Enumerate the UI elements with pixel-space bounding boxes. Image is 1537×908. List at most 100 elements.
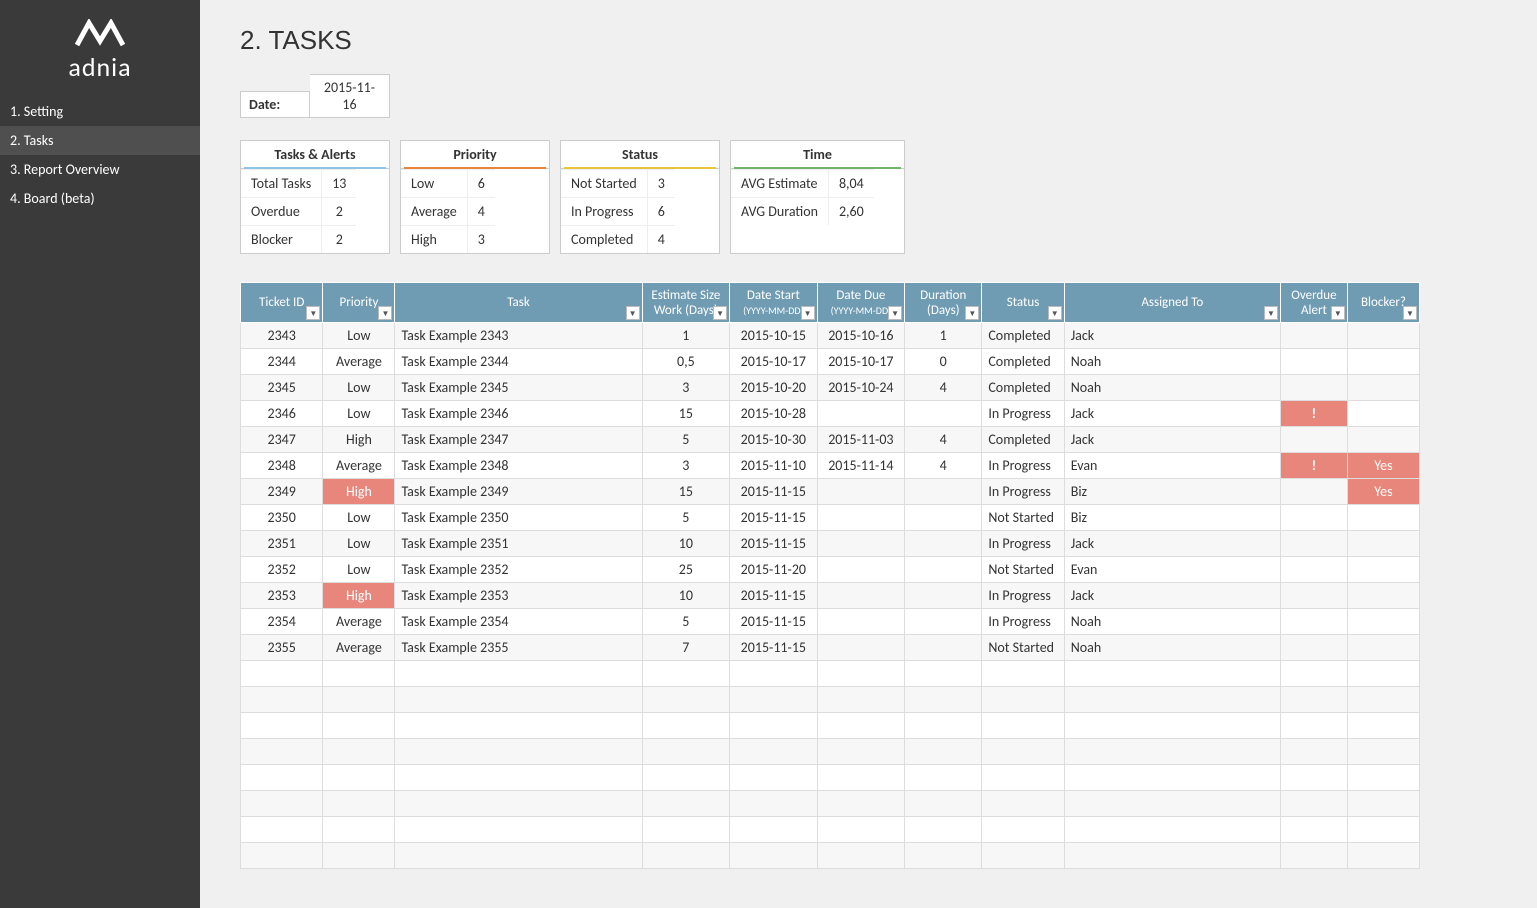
cell-blocker[interactable] (1347, 375, 1419, 401)
cell-empty[interactable] (323, 791, 395, 817)
filter-icon[interactable]: ▼ (626, 306, 640, 320)
cell-empty[interactable] (730, 739, 818, 765)
cell-empty[interactable] (323, 817, 395, 843)
cell-empty[interactable] (395, 765, 642, 791)
cell-priority[interactable]: High (323, 583, 395, 609)
filter-icon[interactable]: ▼ (965, 306, 979, 320)
cell-empty[interactable] (905, 739, 982, 765)
cell-due[interactable] (817, 531, 905, 557)
cell-status[interactable]: Completed (982, 349, 1064, 375)
cell-overdue[interactable] (1280, 609, 1347, 635)
table-row-empty[interactable] (241, 739, 1420, 765)
cell-due[interactable] (817, 635, 905, 661)
cell-empty[interactable] (642, 687, 730, 713)
cell-assigned[interactable]: Jack (1064, 427, 1280, 453)
cell-ticket[interactable]: 2349 (241, 479, 323, 505)
cell-dur[interactable] (905, 635, 982, 661)
cell-task[interactable]: Task Example 2343 (395, 323, 642, 349)
cell-priority[interactable]: Average (323, 453, 395, 479)
cell-overdue[interactable] (1280, 479, 1347, 505)
cell-status[interactable]: In Progress (982, 583, 1064, 609)
cell-est[interactable]: 0,5 (642, 349, 730, 375)
cell-empty[interactable] (642, 765, 730, 791)
table-row[interactable]: 2354AverageTask Example 235452015-11-15I… (241, 609, 1420, 635)
cell-empty[interactable] (730, 765, 818, 791)
nav-item-1[interactable]: 2. Tasks (0, 126, 200, 155)
cell-est[interactable]: 10 (642, 531, 730, 557)
cell-empty[interactable] (982, 765, 1064, 791)
cell-overdue[interactable] (1280, 531, 1347, 557)
cell-est[interactable]: 25 (642, 557, 730, 583)
cell-empty[interactable] (905, 843, 982, 869)
filter-icon[interactable]: ▼ (1331, 306, 1345, 320)
nav-item-0[interactable]: 1. Setting (0, 97, 200, 126)
cell-est[interactable]: 3 (642, 375, 730, 401)
cell-dur[interactable] (905, 583, 982, 609)
cell-assigned[interactable]: Jack (1064, 323, 1280, 349)
cell-blocker[interactable] (1347, 557, 1419, 583)
cell-empty[interactable] (323, 713, 395, 739)
cell-ticket[interactable]: 2351 (241, 531, 323, 557)
cell-empty[interactable] (982, 791, 1064, 817)
cell-empty[interactable] (1064, 687, 1280, 713)
cell-empty[interactable] (1347, 687, 1419, 713)
cell-start[interactable]: 2015-11-15 (730, 479, 818, 505)
date-value[interactable]: 2015-11-16 (310, 74, 390, 118)
cell-empty[interactable] (1347, 843, 1419, 869)
cell-due[interactable]: 2015-10-16 (817, 323, 905, 349)
cell-priority[interactable]: Average (323, 609, 395, 635)
cell-task[interactable]: Task Example 2344 (395, 349, 642, 375)
cell-status[interactable]: In Progress (982, 609, 1064, 635)
cell-empty[interactable] (1347, 713, 1419, 739)
cell-priority[interactable]: High (323, 427, 395, 453)
cell-empty[interactable] (241, 739, 323, 765)
cell-task[interactable]: Task Example 2353 (395, 583, 642, 609)
cell-empty[interactable] (642, 817, 730, 843)
cell-dur[interactable]: 4 (905, 427, 982, 453)
cell-empty[interactable] (905, 687, 982, 713)
cell-empty[interactable] (730, 791, 818, 817)
cell-overdue[interactable] (1280, 349, 1347, 375)
cell-empty[interactable] (241, 791, 323, 817)
cell-empty[interactable] (730, 713, 818, 739)
cell-empty[interactable] (905, 661, 982, 687)
cell-ticket[interactable]: 2347 (241, 427, 323, 453)
cell-empty[interactable] (1064, 661, 1280, 687)
cell-empty[interactable] (241, 765, 323, 791)
cell-assigned[interactable]: Jack (1064, 583, 1280, 609)
cell-ticket[interactable]: 2344 (241, 349, 323, 375)
cell-empty[interactable] (395, 713, 642, 739)
table-row[interactable]: 2344AverageTask Example 23440,52015-10-1… (241, 349, 1420, 375)
cell-empty[interactable] (817, 661, 905, 687)
cell-empty[interactable] (395, 687, 642, 713)
cell-dur[interactable]: 1 (905, 323, 982, 349)
cell-blocker[interactable] (1347, 609, 1419, 635)
cell-empty[interactable] (1064, 817, 1280, 843)
cell-empty[interactable] (395, 843, 642, 869)
cell-empty[interactable] (1064, 791, 1280, 817)
cell-due[interactable] (817, 479, 905, 505)
cell-task[interactable]: Task Example 2349 (395, 479, 642, 505)
cell-blocker[interactable] (1347, 401, 1419, 427)
cell-due[interactable] (817, 583, 905, 609)
cell-empty[interactable] (395, 791, 642, 817)
cell-assigned[interactable]: Biz (1064, 505, 1280, 531)
cell-task[interactable]: Task Example 2350 (395, 505, 642, 531)
cell-status[interactable]: In Progress (982, 453, 1064, 479)
cell-empty[interactable] (1064, 843, 1280, 869)
nav-item-3[interactable]: 4. Board (beta) (0, 184, 200, 213)
cell-empty[interactable] (323, 765, 395, 791)
cell-empty[interactable] (395, 739, 642, 765)
cell-empty[interactable] (817, 713, 905, 739)
cell-status[interactable]: Not Started (982, 557, 1064, 583)
filter-icon[interactable]: ▼ (801, 306, 815, 320)
filter-icon[interactable]: ▼ (1264, 306, 1278, 320)
cell-ticket[interactable]: 2354 (241, 609, 323, 635)
cell-assigned[interactable]: Noah (1064, 635, 1280, 661)
cell-empty[interactable] (642, 843, 730, 869)
cell-empty[interactable] (395, 817, 642, 843)
cell-task[interactable]: Task Example 2355 (395, 635, 642, 661)
cell-empty[interactable] (817, 791, 905, 817)
cell-due[interactable]: 2015-11-14 (817, 453, 905, 479)
cell-empty[interactable] (905, 791, 982, 817)
